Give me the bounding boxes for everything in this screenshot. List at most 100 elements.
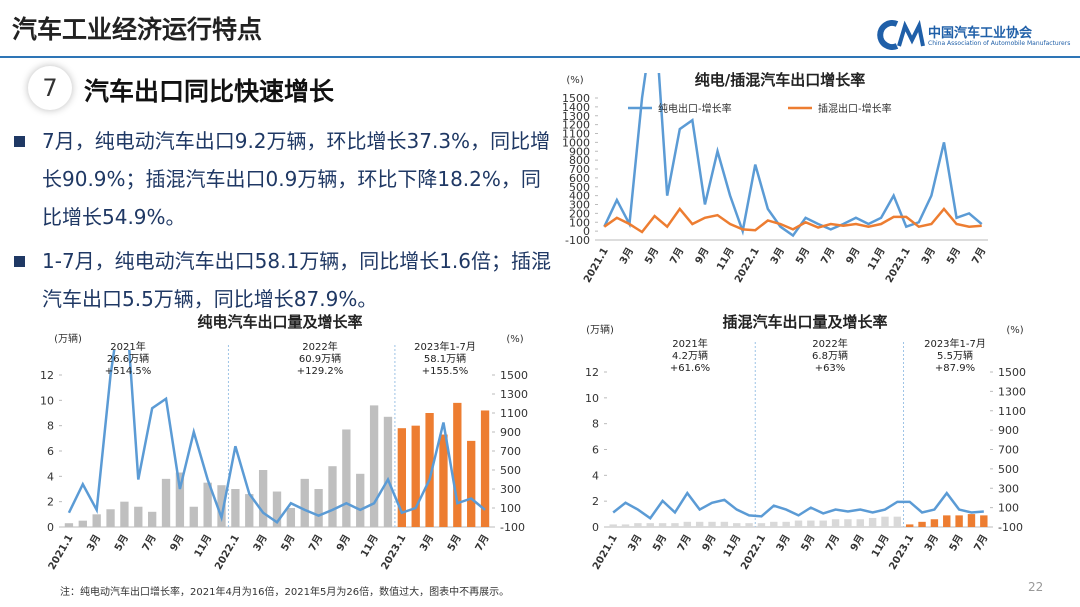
footnote: 注：纯电动汽车出口增长率，2021年4月为16倍，2021年5月为26倍，数值过… (60, 587, 510, 598)
bar (203, 482, 212, 527)
x-tick-label: 3月 (774, 533, 793, 554)
y-tick-label: 100 (569, 216, 590, 229)
x-tick-label: 11月 (714, 246, 736, 273)
bar (646, 523, 654, 527)
bar (695, 521, 704, 527)
y2-axis-unit: (%) (1006, 325, 1023, 336)
bar (148, 511, 157, 527)
y-tick-label: 600 (569, 172, 590, 185)
x-tick-label: 2021.1 (47, 533, 76, 572)
x-tick-label: 7月 (306, 533, 325, 554)
bar (314, 489, 323, 527)
y-tick-label: 4 (592, 469, 599, 482)
y-tick-label: 700 (569, 163, 590, 176)
annotation: 2022年 (812, 337, 847, 350)
bar (411, 425, 420, 527)
y2-tick-label: 100 (998, 502, 1019, 515)
annotation: 26.6万辆 (107, 352, 149, 365)
x-tick-label: 11月 (865, 246, 887, 273)
bar (467, 440, 476, 527)
header-rule (0, 56, 1080, 58)
bar (621, 524, 630, 527)
y-tick-label: 8 (47, 420, 54, 433)
bar (383, 416, 393, 527)
bar (369, 405, 379, 527)
y-tick-label: 10 (585, 392, 599, 405)
annotation: 2023年1-7月 (924, 337, 986, 350)
annotation: +155.5% (422, 366, 469, 377)
bar (782, 521, 790, 527)
y-tick-label: 1000 (562, 136, 590, 149)
annotation: +514.5% (105, 366, 152, 377)
y-tick-label: 2 (47, 496, 54, 509)
x-tick-label: 5月 (112, 533, 131, 554)
x-tick-label: 7月 (473, 533, 492, 554)
bullet: 7月，纯电动汽车出口9.2万辆，环比增长37.3%，同比增长90.9%；插混汽车… (10, 122, 552, 236)
x-tick-label: 3月 (919, 246, 938, 267)
logo-subtitle: China Association of Automobile Manufact… (928, 40, 1071, 47)
y-tick-label: 2 (592, 495, 599, 508)
y2-tick-label: 1300 (500, 388, 528, 401)
x-tick-label: 2022.1 (733, 246, 762, 285)
y-tick-label: 12 (40, 369, 54, 382)
x-tick-label: 9月 (700, 533, 719, 554)
x-tick-label: 3月 (417, 533, 436, 554)
y2-tick-label: 1500 (500, 369, 528, 382)
x-tick-label: 2023.1 (887, 533, 916, 572)
x-tick-label: 11月 (192, 533, 214, 560)
y-tick-label: 800 (569, 154, 590, 167)
x-tick-label: 7月 (667, 246, 686, 267)
x-tick-label: 9月 (848, 533, 867, 554)
x-tick-label: 2023.1 (380, 533, 409, 572)
chart-title: 纯电/插混汽车出口增长率 (695, 71, 865, 89)
x-tick-label: 3月 (617, 246, 636, 267)
x-tick-label: 7月 (818, 246, 837, 267)
bar (720, 521, 729, 527)
page-number: 22 (1028, 580, 1044, 594)
bar (683, 521, 692, 527)
bar (930, 519, 939, 527)
bar (819, 520, 827, 527)
bar (757, 523, 766, 527)
annotation: 2022年 (302, 340, 337, 353)
bar (161, 478, 171, 527)
y-tick-label: 8 (592, 418, 599, 431)
x-tick-label: 11月 (721, 533, 743, 560)
x-tick-label: 2022.1 (213, 533, 242, 572)
annotation: +63% (815, 363, 846, 374)
bar (439, 434, 448, 527)
bar (770, 521, 778, 527)
bar (733, 523, 741, 527)
section-title: 汽车出口同比快速增长 (84, 77, 335, 106)
line (67, 350, 486, 524)
bar (658, 523, 667, 527)
bar (480, 410, 490, 527)
annotation: +87.9% (935, 363, 975, 374)
x-tick-label: 7月 (969, 246, 988, 267)
bar (356, 473, 365, 527)
logo-name: 中国汽车工业协会 (928, 26, 1033, 41)
y-tick-label: 6 (592, 444, 599, 457)
annotation: +129.2% (297, 366, 344, 377)
y-tick-label: 500 (569, 181, 590, 194)
bar (671, 523, 679, 527)
annotation: 2023年1-7月 (414, 340, 476, 353)
bar (134, 506, 143, 527)
bar (189, 506, 198, 527)
y2-tick-label: 700 (500, 445, 521, 458)
legend-label: 纯电出口-增长率 (658, 102, 732, 115)
bar (893, 516, 902, 527)
y2-tick-label: 1100 (998, 405, 1026, 418)
bar (943, 515, 951, 527)
x-tick-label: 5月 (642, 246, 661, 267)
bar (918, 521, 926, 527)
y2-tick-label: 500 (500, 464, 521, 477)
header-title: 汽车工业经济运行特点 (12, 15, 263, 44)
bar (286, 508, 296, 527)
logo-mark (877, 20, 925, 50)
bar (425, 413, 434, 527)
bar (258, 470, 268, 527)
bar (217, 485, 226, 527)
annotation: 60.9万辆 (299, 352, 341, 365)
